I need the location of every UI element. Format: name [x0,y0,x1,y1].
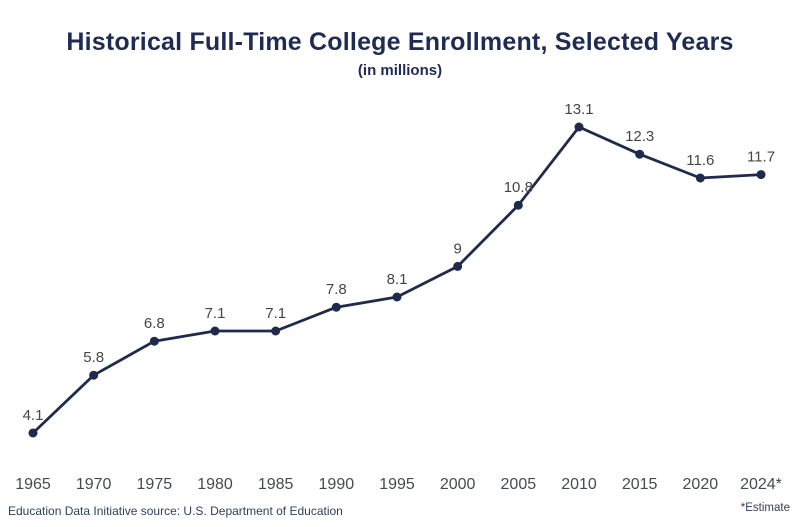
data-point-value-label: 13.1 [564,101,593,118]
data-point [331,302,341,312]
data-point-value-label: 4.1 [23,407,44,424]
data-point [513,200,523,210]
data-point-value-label: 12.3 [625,128,654,145]
data-point [89,370,99,380]
data-point [392,292,402,302]
data-point-value-label: 11.6 [686,152,714,169]
x-axis-tick-label: 2024* [740,476,782,493]
data-point-value-label: 7.1 [205,305,226,322]
data-point [453,261,463,271]
x-axis-tick-label: 1965 [15,476,51,493]
x-axis-tick-label: 1980 [197,476,233,493]
x-axis-tick-label: 1975 [137,476,173,493]
x-axis-tick-label: 2000 [440,476,476,493]
x-axis-tick-label: 2020 [683,476,719,493]
x-axis-tick-label: 2005 [501,476,537,493]
data-point [271,326,281,336]
source-attribution: Education Data Initiative source: U.S. D… [8,504,343,518]
data-point [756,170,766,180]
data-point-value-label: 7.8 [326,281,347,298]
chart-title: Historical Full-Time College Enrollment,… [66,28,734,56]
data-point [210,326,220,336]
data-point-value-label: 11.7 [747,149,775,166]
data-point-value-label: 7.1 [265,305,286,322]
data-point [635,149,645,159]
data-point [695,173,705,183]
estimate-footnote: *Estimate [740,502,790,514]
data-point-value-label: 9 [453,240,461,257]
x-axis-tick-label: 2015 [622,476,658,493]
x-axis-tick-label: 1995 [379,476,415,493]
data-point-value-label: 10.8 [504,179,533,196]
data-point-value-label: 5.8 [83,349,104,366]
x-axis-tick-label: 1985 [258,476,294,493]
data-point-value-label: 8.1 [387,271,408,288]
data-point [149,336,159,346]
data-point [574,122,584,132]
data-point-value-label: 6.8 [144,315,165,332]
chart-subtitle: (in millions) [357,62,443,79]
data-point [28,428,38,438]
x-axis-tick-label: 1970 [76,476,112,493]
x-axis-tick-label: 1990 [319,476,355,493]
x-axis-tick-label: 2010 [561,476,597,493]
